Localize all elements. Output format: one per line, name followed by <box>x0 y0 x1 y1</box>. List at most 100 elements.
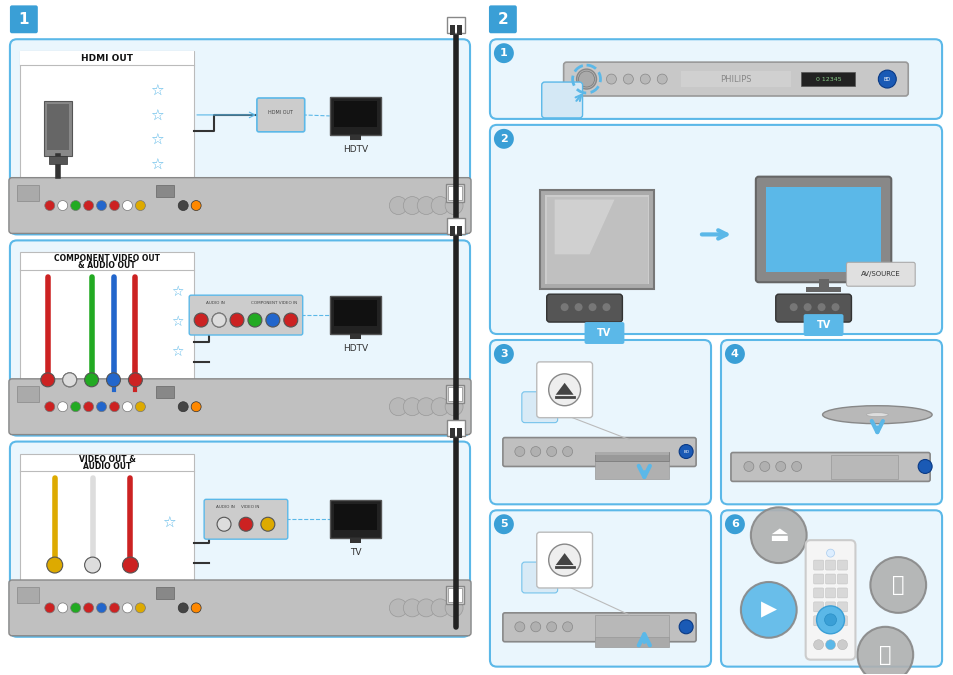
Text: ☆: ☆ <box>162 516 176 531</box>
Text: BD: BD <box>682 450 688 454</box>
Circle shape <box>759 462 769 471</box>
Bar <box>17 386 39 402</box>
Circle shape <box>84 603 93 613</box>
Circle shape <box>122 200 132 211</box>
FancyBboxPatch shape <box>837 574 846 584</box>
FancyBboxPatch shape <box>813 616 822 626</box>
FancyBboxPatch shape <box>537 532 592 588</box>
Text: AUDIO IN: AUDIO IN <box>206 301 225 305</box>
Circle shape <box>403 398 421 416</box>
Circle shape <box>548 374 580 406</box>
Bar <box>349 334 361 339</box>
Text: & AUDIO OUT: & AUDIO OUT <box>78 261 135 270</box>
Bar <box>594 452 668 454</box>
Circle shape <box>837 640 846 650</box>
Text: TV: TV <box>350 548 361 557</box>
Bar <box>456 226 461 236</box>
Circle shape <box>71 200 81 211</box>
Text: 3: 3 <box>499 349 507 359</box>
Circle shape <box>750 508 806 563</box>
Bar <box>456 428 461 437</box>
Circle shape <box>578 71 594 87</box>
Circle shape <box>679 445 693 458</box>
Circle shape <box>129 373 142 387</box>
Text: ☆: ☆ <box>151 134 164 148</box>
Circle shape <box>560 303 568 311</box>
Circle shape <box>724 344 744 364</box>
Circle shape <box>657 74 666 84</box>
Circle shape <box>63 373 76 387</box>
Circle shape <box>546 447 557 456</box>
Text: BD: BD <box>882 76 890 82</box>
Circle shape <box>789 303 797 311</box>
Text: AUDIO IN: AUDIO IN <box>215 506 234 510</box>
Bar <box>156 185 174 196</box>
Bar <box>156 386 174 398</box>
Circle shape <box>530 622 540 632</box>
Bar <box>818 279 827 287</box>
Text: 5: 5 <box>499 519 507 529</box>
FancyBboxPatch shape <box>10 240 470 435</box>
FancyBboxPatch shape <box>204 500 288 539</box>
Circle shape <box>110 402 119 412</box>
Text: HDMI OUT: HDMI OUT <box>81 53 132 63</box>
Text: ☆: ☆ <box>151 109 164 124</box>
Circle shape <box>606 74 616 84</box>
FancyBboxPatch shape <box>9 178 471 234</box>
FancyBboxPatch shape <box>521 392 558 423</box>
Polygon shape <box>544 194 649 284</box>
Circle shape <box>791 462 801 471</box>
Circle shape <box>824 640 835 650</box>
Circle shape <box>515 622 524 632</box>
FancyBboxPatch shape <box>824 560 835 570</box>
Circle shape <box>515 447 524 456</box>
FancyBboxPatch shape <box>9 379 471 435</box>
Bar <box>594 452 668 462</box>
Bar <box>334 504 377 530</box>
Polygon shape <box>555 553 573 565</box>
Circle shape <box>679 620 693 634</box>
Circle shape <box>266 313 279 327</box>
Circle shape <box>445 599 462 617</box>
FancyBboxPatch shape <box>502 613 696 642</box>
Circle shape <box>576 69 596 89</box>
Text: ▶: ▶ <box>760 600 776 620</box>
Circle shape <box>494 514 514 534</box>
Bar <box>830 454 898 479</box>
Text: 1: 1 <box>19 12 30 27</box>
Circle shape <box>45 402 54 412</box>
Circle shape <box>740 582 796 638</box>
FancyBboxPatch shape <box>9 580 471 636</box>
Circle shape <box>639 74 650 84</box>
Bar <box>450 25 455 35</box>
Bar <box>20 51 194 181</box>
Bar <box>44 101 71 156</box>
Bar <box>800 72 855 86</box>
Text: ⏸: ⏸ <box>891 575 903 595</box>
Circle shape <box>389 196 407 215</box>
Bar <box>447 420 464 435</box>
Circle shape <box>110 200 119 211</box>
Circle shape <box>84 200 93 211</box>
Circle shape <box>816 606 843 634</box>
FancyBboxPatch shape <box>563 62 907 96</box>
Bar <box>450 226 455 236</box>
Circle shape <box>212 313 226 327</box>
Text: HDTV: HDTV <box>342 145 368 154</box>
Circle shape <box>445 398 462 416</box>
Circle shape <box>85 557 100 573</box>
FancyBboxPatch shape <box>824 602 835 612</box>
Circle shape <box>85 373 98 387</box>
Circle shape <box>431 398 449 416</box>
Text: HDMI OUT: HDMI OUT <box>268 111 293 115</box>
Circle shape <box>212 313 226 327</box>
Circle shape <box>775 462 785 471</box>
FancyBboxPatch shape <box>546 294 621 322</box>
FancyBboxPatch shape <box>804 540 855 659</box>
Bar <box>456 25 461 35</box>
Circle shape <box>96 402 107 412</box>
Circle shape <box>416 196 435 215</box>
Circle shape <box>817 303 824 311</box>
FancyBboxPatch shape <box>730 452 929 481</box>
FancyBboxPatch shape <box>720 510 942 667</box>
